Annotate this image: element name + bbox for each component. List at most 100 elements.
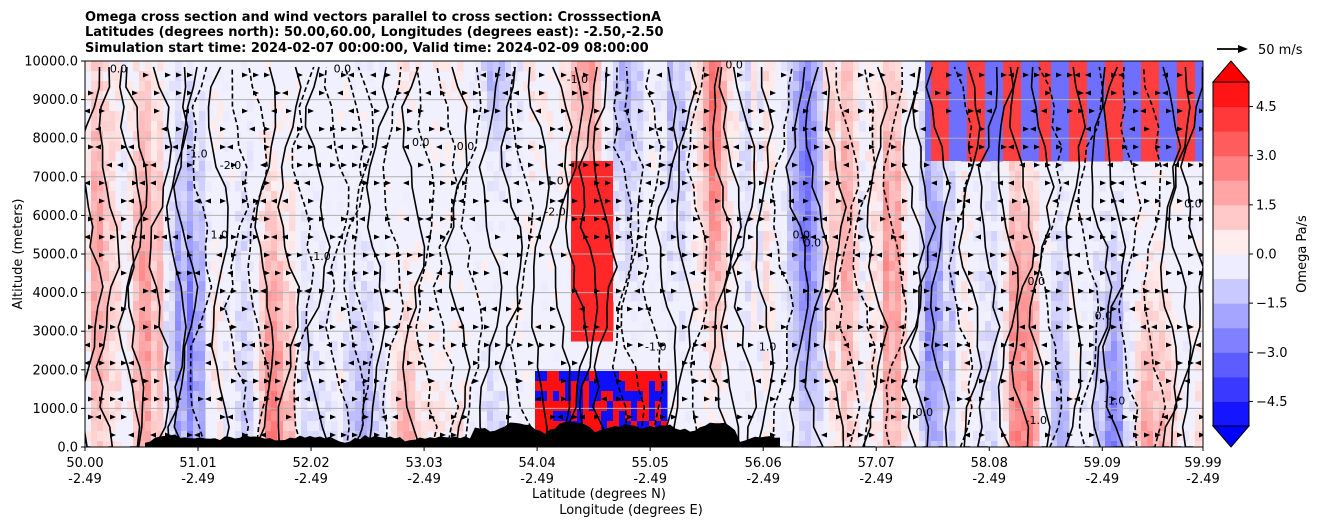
omega-cell [235,301,242,312]
omega-cell [703,261,710,272]
omega-cell [409,281,416,292]
omega-cell [949,361,956,372]
omega-cell [259,421,266,432]
omega-cell [259,301,266,312]
omega-cell [481,301,488,312]
omega-cell [1015,201,1022,212]
omega-cell [637,131,644,142]
omega-cell [715,231,722,242]
omega-cell [1021,171,1028,182]
wind-vector [110,360,116,366]
omega-cell [949,211,956,222]
omega-cell [889,121,896,132]
omega-cell [763,281,770,292]
omega-cell [889,81,896,92]
omega-cell [433,411,440,422]
wind-vector [85,234,90,240]
omega-cell [1021,391,1028,402]
omega-cell [157,321,164,332]
omega-cell [1015,231,1022,242]
omega-cell [469,81,476,92]
omega-cell [259,231,266,242]
omega-cell [997,211,1004,222]
omega-cell [685,131,692,142]
omega-cell [967,361,974,372]
wind-vector [319,216,325,222]
omega-cell [1063,261,1070,272]
omega-cell [1165,291,1172,302]
omega-cell [1147,351,1154,362]
omega-cell [1009,111,1016,122]
omega-cell [931,211,938,222]
omega-cell [949,61,956,72]
omega-cell [607,141,614,152]
omega-cell [169,291,176,302]
omega-cell [139,71,146,82]
omega-cell [985,271,992,282]
omega-cell [1141,351,1148,362]
omega-cell [205,161,212,172]
omega-cell [253,91,260,102]
omega-cell [457,411,464,422]
omega-cell [1021,151,1028,162]
omega-cell [985,251,992,262]
omega-cell [589,301,596,312]
omega-cell [541,111,548,122]
omega-cell [535,91,542,102]
omega-cell [925,291,932,302]
omega-cell [919,281,926,292]
omega-cell [175,141,182,152]
omega-cell [517,191,524,202]
omega-cell [607,221,614,232]
omega-cell [847,311,854,322]
omega-cell [277,291,284,302]
omega-cell [757,201,764,212]
omega-cell [1087,391,1094,402]
wind-vector [297,378,303,384]
omega-cell [1051,231,1058,242]
omega-cell [157,121,164,132]
omega-cell [289,411,296,422]
omega-cell [787,321,794,332]
omega-cell [805,381,812,392]
omega-cell [667,61,674,72]
omega-cell [313,361,320,372]
omega-cell [967,121,974,132]
omega-cell [223,111,230,122]
wind-vector [352,306,358,312]
omega-cell [367,241,374,252]
omega-cell [1003,61,1010,72]
omega-cell [223,211,230,222]
omega-cell [805,411,812,422]
omega-cell [895,361,902,372]
omega-cell [835,71,842,82]
omega-cell [163,211,170,222]
omega-cell [97,241,104,252]
omega-cell [457,381,464,392]
omega-cell [133,441,140,447]
omega-cell [775,371,782,382]
omega-cell [853,191,860,202]
omega-cell [811,261,818,272]
omega-cell [127,201,134,212]
omega-cell [523,371,530,382]
omega-cell [817,71,824,82]
omega-cell [175,351,182,362]
omega-cell [805,191,812,202]
omega-cell [661,301,668,312]
omega-cell [487,91,494,102]
omega-cell [1081,221,1088,232]
omega-cell [289,241,296,252]
omega-cell [559,371,566,382]
omega-cell [793,61,800,72]
omega-cell [481,121,488,132]
omega-cell [571,311,578,322]
omega-cell [343,351,350,362]
omega-cell [1165,371,1172,382]
omega-cell [745,111,752,122]
omega-cell [85,251,92,262]
omega-cell [289,431,296,442]
contour-line [709,66,732,447]
omega-cell [1063,341,1070,352]
omega-cell [625,401,632,412]
